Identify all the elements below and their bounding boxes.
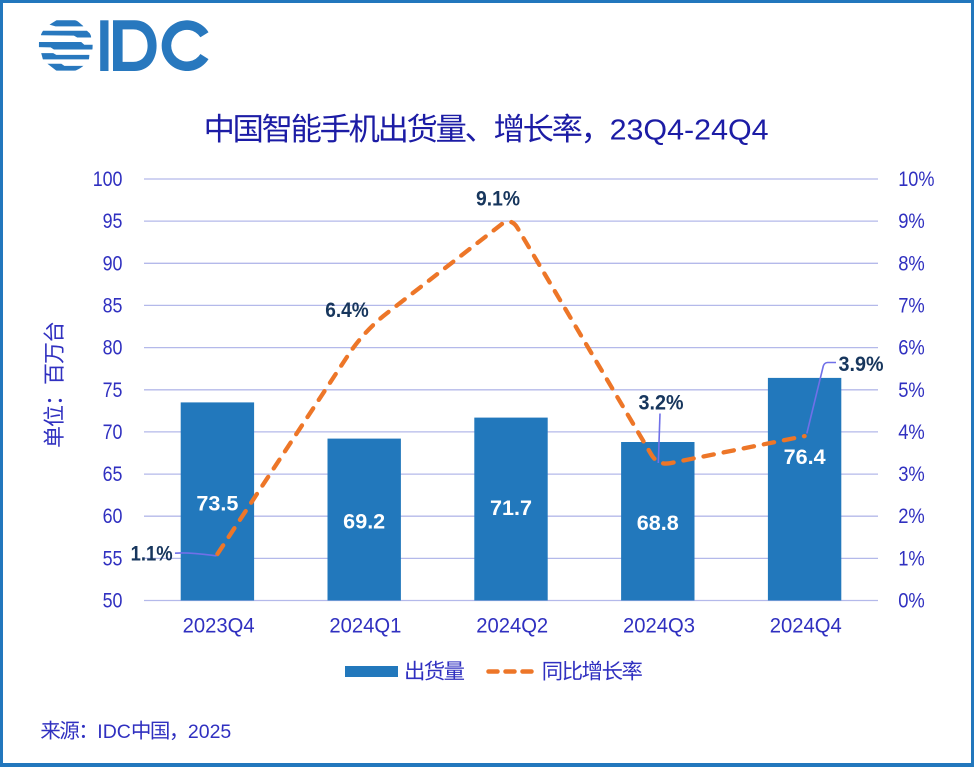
svg-text:73.5: 73.5 [196, 493, 238, 516]
svg-text:2024Q4: 2024Q4 [770, 615, 842, 638]
svg-text:69.2: 69.2 [343, 510, 385, 533]
svg-text:0%: 0% [898, 589, 925, 613]
svg-text:76.4: 76.4 [784, 446, 826, 469]
svg-text:70: 70 [103, 420, 123, 444]
svg-text:3.9%: 3.9% [839, 353, 884, 376]
svg-text:8%: 8% [898, 251, 925, 275]
svg-text:60: 60 [103, 504, 123, 528]
svg-text:55: 55 [103, 546, 123, 570]
svg-text:68.8: 68.8 [637, 512, 679, 535]
svg-text:95: 95 [103, 209, 123, 233]
svg-text:5%: 5% [898, 378, 925, 402]
svg-text:90: 90 [103, 251, 123, 275]
svg-text:23Q4-24Q4: 23Q4-24Q4 [610, 115, 769, 147]
svg-text:2024Q1: 2024Q1 [329, 615, 401, 638]
svg-text:2024Q3: 2024Q3 [623, 615, 695, 638]
svg-text:1%: 1% [898, 546, 925, 570]
svg-text:9.1%: 9.1% [476, 188, 520, 211]
svg-text:3.2%: 3.2% [639, 392, 684, 415]
svg-text:50: 50 [103, 589, 123, 613]
svg-text:3%: 3% [898, 462, 925, 486]
svg-text:100: 100 [93, 167, 123, 191]
svg-text:7%: 7% [898, 293, 925, 317]
svg-text:4%: 4% [898, 420, 925, 444]
svg-text:10%: 10% [898, 167, 934, 191]
svg-text:2023Q4: 2023Q4 [183, 615, 255, 638]
svg-text:2025: 2025 [188, 721, 232, 743]
svg-text:6%: 6% [898, 336, 925, 360]
svg-text:6.4%: 6.4% [325, 299, 369, 322]
svg-text:80: 80 [103, 336, 123, 360]
svg-text:71.7: 71.7 [490, 497, 532, 520]
svg-text:65: 65 [103, 462, 123, 486]
svg-text:85: 85 [103, 293, 123, 317]
svg-text:9%: 9% [898, 209, 925, 233]
svg-text:2%: 2% [898, 504, 925, 528]
svg-text:IDC: IDC [97, 721, 131, 743]
svg-text:75: 75 [103, 378, 123, 402]
svg-text:1.1%: 1.1% [131, 542, 173, 565]
svg-text:2024Q2: 2024Q2 [476, 615, 548, 638]
